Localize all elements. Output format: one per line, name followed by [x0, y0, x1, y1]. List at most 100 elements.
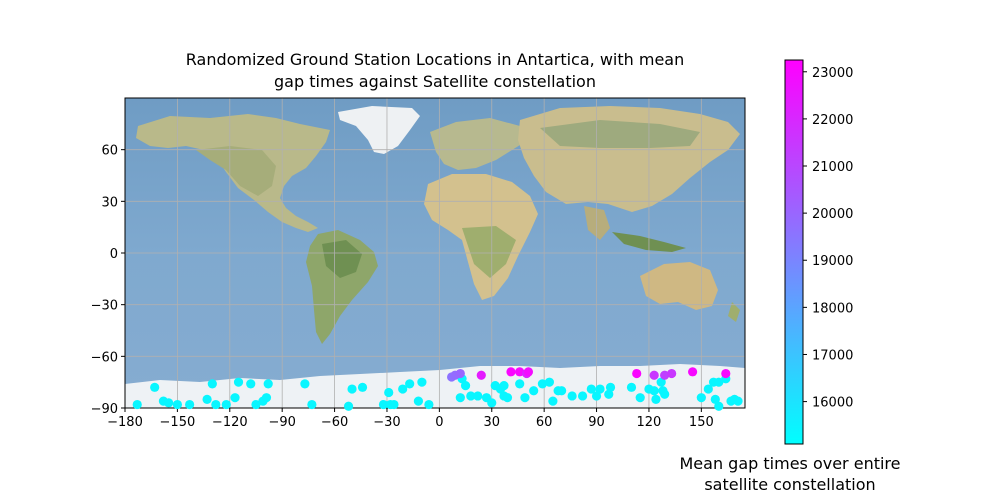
station-point [703, 384, 713, 394]
station-point [230, 393, 240, 403]
x-tick-label: 120 [637, 415, 662, 430]
station-point [651, 394, 661, 404]
station-point [476, 370, 486, 380]
station-point [263, 379, 273, 389]
station-point [384, 387, 394, 398]
station-point [667, 368, 677, 379]
x-tick-label: 90 [588, 415, 605, 430]
station-point [557, 386, 567, 396]
station-point [132, 399, 142, 410]
station-point [567, 391, 577, 401]
y-tick-label: 30 [101, 195, 118, 210]
station-point [172, 399, 182, 410]
x-tick-label: −150 [160, 415, 196, 430]
station-point [202, 394, 212, 404]
chart-title-line-1: Randomized Ground Station Locations in A… [186, 50, 684, 69]
x-tick-label: −30 [373, 415, 400, 430]
station-point [523, 367, 534, 377]
colorbar-tick-label: 22000 [812, 113, 853, 128]
station-point [499, 381, 509, 391]
y-axis: 60 30 0 −30 −60 −90 [91, 144, 125, 417]
station-point [466, 391, 476, 401]
colorbar-tick-label: 19000 [812, 254, 853, 269]
x-tick-label: 0 [435, 415, 443, 430]
station-point [506, 367, 516, 377]
colorbar-tick-label: 17000 [812, 348, 853, 363]
y-tick-label: 0 [110, 247, 118, 262]
station-point [632, 368, 642, 379]
station-point [591, 391, 602, 401]
station-point [548, 396, 558, 406]
y-tick-label: 60 [101, 144, 118, 159]
station-point [537, 379, 548, 389]
chart-title-line-2: gap times against Satellite constellatio… [274, 72, 596, 91]
station-point [343, 401, 354, 411]
station-point [626, 382, 637, 392]
station-point [656, 377, 666, 387]
station-point [357, 382, 368, 392]
station-point [455, 368, 465, 379]
station-point [635, 393, 645, 403]
x-tick-label: −180 [107, 415, 143, 430]
colorbar [784, 59, 804, 445]
station-point [300, 379, 310, 389]
scatter-points [132, 367, 743, 411]
station-point [696, 393, 706, 403]
x-tick-label: 60 [536, 415, 553, 430]
station-point [211, 399, 221, 410]
station-point [577, 391, 588, 401]
station-point [502, 393, 513, 403]
station-point [307, 399, 317, 410]
station-point [424, 399, 434, 410]
station-point [398, 384, 408, 394]
y-tick-label: −90 [91, 402, 118, 417]
station-point [251, 399, 261, 410]
station-point [660, 389, 670, 399]
station-point [233, 377, 244, 387]
station-point [544, 377, 554, 387]
colorbar-tick-label: 18000 [812, 301, 853, 316]
station-point [487, 398, 497, 408]
station-point [207, 379, 217, 389]
station-point [714, 401, 724, 411]
colorbar-tick-label: 16000 [812, 396, 853, 411]
station-point [529, 386, 539, 396]
station-point [347, 384, 357, 394]
y-tick-label: −30 [91, 299, 118, 314]
station-point [417, 377, 427, 387]
station-point [595, 384, 605, 394]
station-point [604, 389, 614, 399]
station-point [649, 370, 659, 380]
x-tick-label: 30 [483, 415, 500, 430]
x-tick-label: −60 [321, 415, 348, 430]
station-point [473, 391, 483, 401]
station-point [221, 399, 231, 410]
station-point [405, 379, 415, 389]
station-point [261, 393, 272, 403]
station-point [660, 370, 670, 380]
station-point [413, 396, 424, 406]
station-point [721, 368, 731, 379]
station-point [605, 382, 616, 392]
station-point [733, 396, 743, 406]
station-point [460, 381, 471, 391]
station-point [389, 399, 399, 410]
station-point [520, 393, 530, 403]
station-point [515, 367, 525, 377]
station-point [164, 398, 174, 408]
station-point [649, 386, 659, 396]
x-tick-label: −90 [268, 415, 295, 430]
station-point [378, 399, 389, 410]
colorbar-tick-label: 21000 [812, 160, 853, 175]
colorbar-axis: 16000 17000 18000 19000 20000 21000 22000 23000 [803, 66, 853, 411]
x-axis: −180 −150 −120 −90 −60 −30 0 30 60 90 120 150 [107, 408, 714, 430]
station-point [714, 377, 724, 387]
colorbar-tick-label: 20000 [812, 207, 853, 222]
colorbar-label-line-1: Mean gap times over entire [680, 454, 901, 473]
station-point [246, 379, 256, 389]
station-point [455, 393, 465, 403]
colorbar-tick-label: 23000 [812, 66, 853, 81]
x-tick-label: −120 [212, 415, 248, 430]
station-point [688, 367, 698, 377]
